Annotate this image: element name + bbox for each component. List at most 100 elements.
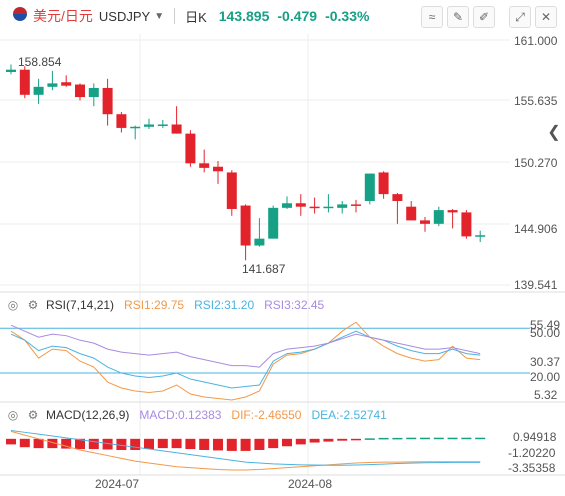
macd-histogram-bar <box>420 437 430 440</box>
usd-jpy-flag-icon <box>13 7 27 21</box>
candle-body[interactable] <box>295 203 306 207</box>
candle-body[interactable] <box>171 124 182 134</box>
pair-name[interactable]: 美元/日元 <box>33 8 93 24</box>
macd-histogram-bar <box>75 438 85 450</box>
macd-histogram-bar <box>157 438 168 449</box>
rsi-axis-0: 50.00 <box>530 326 561 340</box>
macd-histogram-bar <box>213 438 223 451</box>
macd-histogram-bar <box>364 438 375 440</box>
dif-value: DIF:-2.46550 <box>231 408 302 422</box>
macd-histogram-bar <box>226 438 237 451</box>
dea-value: DEA:-2.52741 <box>311 408 387 422</box>
chevron-down-icon[interactable]: ▼ <box>154 10 165 22</box>
candle-body[interactable] <box>19 69 30 95</box>
candle-body[interactable] <box>240 205 251 246</box>
macd-histogram-bar <box>254 438 265 450</box>
macd-histogram-bar <box>323 438 334 442</box>
macd-histogram-bar <box>102 438 113 450</box>
candle-body[interactable] <box>364 173 375 201</box>
candle-body[interactable] <box>378 172 389 195</box>
candle-body[interactable] <box>75 84 85 98</box>
macd-histogram-bar <box>475 437 486 440</box>
rsi-name: RSI(7,14,21) <box>46 298 115 312</box>
macd-series-line <box>10 430 481 471</box>
macd-histogram-bar <box>392 437 403 440</box>
candle-body[interactable] <box>461 212 472 237</box>
candle-body[interactable] <box>309 206 320 209</box>
candle-body[interactable] <box>185 133 196 164</box>
axis-label-price-1: 155.635 <box>514 94 558 108</box>
rsi-axis-1: 30.37 <box>530 355 561 369</box>
candle-body[interactable] <box>392 194 403 201</box>
symbol-code[interactable]: USDJPY <box>98 8 151 24</box>
top-toolbar: 美元/日元 USDJPY ▼ 日K 143.895 -0.479 -0.33% … <box>0 0 565 32</box>
candle-body[interactable] <box>199 163 210 168</box>
candle-body[interactable] <box>157 124 168 126</box>
macd-histogram-bar <box>199 438 210 450</box>
pen-icon[interactable]: ✐ <box>473 6 495 28</box>
macd-header: ◎ ⚙ MACD(12,26,9) MACD:0.12383 DIF:-2.46… <box>0 406 387 424</box>
axis-label-price-0: 161.000 <box>514 34 558 48</box>
macd-axis-2: -3.35358 <box>508 461 556 475</box>
last-price: 143.895 <box>218 8 270 24</box>
candle-body[interactable] <box>102 87 113 115</box>
rsi-header: ◎ ⚙ RSI(7,14,21) RSI1:29.75 RSI2:31.20 R… <box>0 296 324 314</box>
expand-icon[interactable]: ⤢ <box>509 6 531 28</box>
candle-body[interactable] <box>213 166 223 172</box>
candle-body[interactable] <box>6 69 16 72</box>
candle-body[interactable] <box>254 238 265 246</box>
candle-body[interactable] <box>337 204 348 208</box>
candle-body[interactable] <box>130 126 141 129</box>
eye-icon[interactable]: ◎ <box>7 298 19 312</box>
settings-icon[interactable]: ⚙ <box>27 298 39 312</box>
candle-body[interactable] <box>144 124 154 127</box>
macd-histogram-bar <box>240 438 251 451</box>
high-annotation: 158.854 <box>18 55 62 69</box>
macd-histogram-bar <box>47 438 58 449</box>
macd-histogram-bar <box>185 438 196 450</box>
candle-body[interactable] <box>420 220 430 224</box>
eye-icon[interactable]: ◎ <box>7 408 19 422</box>
macd-histogram-bar <box>19 438 30 448</box>
macd-histogram-bar <box>309 438 320 443</box>
settings-icon[interactable]: ⚙ <box>27 408 39 422</box>
close-icon[interactable]: ✕ <box>535 6 557 28</box>
macd-histogram-bar <box>144 438 154 450</box>
low-annotation: 141.687 <box>242 262 286 276</box>
candle-body[interactable] <box>433 210 444 224</box>
candle-body[interactable] <box>323 206 334 209</box>
macd-histogram-bar <box>461 437 472 440</box>
period-selector[interactable]: 日K <box>185 9 207 25</box>
candle-body[interactable] <box>226 172 237 209</box>
macd-histogram-bar <box>433 437 444 440</box>
rsi-series-line <box>10 324 481 368</box>
macd-histogram-bar <box>88 438 99 450</box>
rsi2-value: RSI2:31.20 <box>194 298 255 312</box>
macd-histogram-bar <box>378 437 389 440</box>
candle-body[interactable] <box>116 114 127 128</box>
candle-body[interactable] <box>475 235 486 237</box>
macd-histogram-bar <box>6 438 16 445</box>
candle-body[interactable] <box>33 86 44 95</box>
candle-body[interactable] <box>406 206 417 221</box>
candle-body[interactable] <box>47 83 58 87</box>
brush-icon[interactable]: ✎ <box>447 6 469 28</box>
candle-body[interactable] <box>268 207 279 239</box>
macd-histogram-bar <box>406 437 417 440</box>
macd-histogram-bar <box>33 438 44 449</box>
candle-body[interactable] <box>61 82 72 86</box>
rsi-axis-2: 20.00 <box>530 370 561 384</box>
divider <box>174 8 176 24</box>
collapse-panel-icon[interactable]: ❮ <box>547 124 561 141</box>
macd-histogram-bar <box>351 438 361 441</box>
candle-body[interactable] <box>88 87 99 98</box>
candle-body[interactable] <box>351 204 361 206</box>
candle-body[interactable] <box>447 210 458 213</box>
rsi-series-line <box>10 321 481 401</box>
candle-body[interactable] <box>282 203 292 208</box>
price-change-pct: -0.33% <box>325 8 370 24</box>
draw-icon[interactable]: ≈ <box>421 6 443 28</box>
toolbar-icons: ≈ ✎ ✐ ⤢ ✕ <box>421 6 557 28</box>
macd-histogram-bar <box>130 438 141 450</box>
